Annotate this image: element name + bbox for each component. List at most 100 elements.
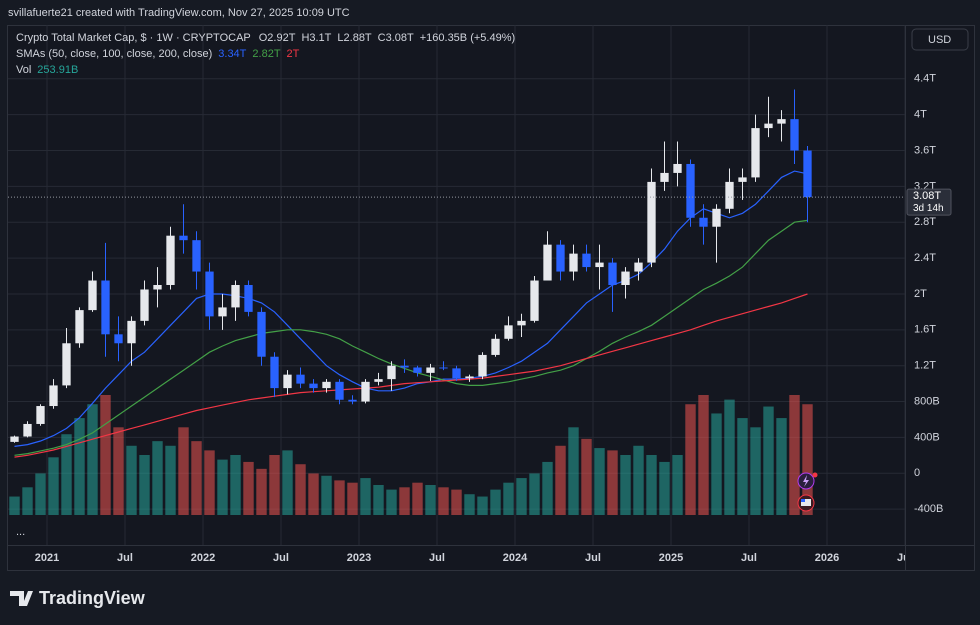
volume-bar bbox=[776, 418, 787, 515]
event-dot bbox=[812, 472, 818, 478]
y-tick-label: -400B bbox=[914, 503, 943, 515]
candle bbox=[608, 258, 617, 312]
candle-body bbox=[686, 163, 695, 218]
candle-body bbox=[595, 262, 604, 268]
candle bbox=[192, 231, 201, 290]
candle bbox=[218, 293, 227, 330]
candle-body bbox=[283, 374, 292, 389]
candle-body bbox=[335, 381, 344, 400]
candle-body bbox=[790, 119, 799, 151]
event-icon-glyph bbox=[801, 499, 811, 506]
volume-bar bbox=[269, 455, 280, 515]
volume-bar bbox=[477, 496, 488, 515]
candle-body bbox=[244, 285, 253, 312]
chart-title: Crypto Total Market Cap, $ · 1W · CRYPTO… bbox=[16, 32, 251, 44]
candle-body bbox=[465, 376, 474, 379]
volume-bar bbox=[87, 404, 98, 515]
volume-bar bbox=[126, 445, 137, 515]
candle bbox=[530, 276, 539, 323]
candle bbox=[36, 404, 45, 426]
currency-box[interactable] bbox=[911, 28, 969, 51]
volume-bar bbox=[607, 450, 618, 515]
event-icons[interactable] bbox=[797, 472, 818, 512]
volume-bar bbox=[698, 395, 709, 515]
volume-bar bbox=[243, 461, 254, 515]
candle-layer bbox=[10, 89, 812, 443]
credit: svillafuerte21 created with TradingView.… bbox=[8, 7, 350, 19]
volume-bar bbox=[191, 441, 202, 515]
candle bbox=[517, 313, 526, 337]
volume-bar bbox=[35, 473, 46, 515]
candle-body bbox=[49, 385, 58, 407]
candle-body bbox=[361, 381, 370, 402]
candle-body bbox=[179, 235, 188, 241]
volume-bar bbox=[113, 427, 124, 515]
candle bbox=[595, 244, 604, 290]
candle-body bbox=[348, 399, 357, 402]
candle bbox=[725, 168, 734, 214]
candle-body bbox=[205, 271, 214, 317]
candle-body bbox=[88, 280, 97, 311]
volume-bar bbox=[9, 496, 20, 515]
candle-body bbox=[699, 217, 708, 227]
volume-bar bbox=[178, 427, 189, 515]
candle-body bbox=[322, 381, 331, 389]
candle-body bbox=[75, 310, 84, 344]
volume-bar bbox=[152, 441, 163, 515]
brand[interactable]: TradingView bbox=[39, 588, 146, 608]
volume-bar bbox=[165, 445, 176, 515]
candle bbox=[257, 307, 266, 366]
candle bbox=[179, 204, 188, 254]
countdown: 3d 14h bbox=[913, 203, 944, 214]
volume-bar bbox=[451, 489, 462, 515]
candle bbox=[790, 89, 799, 164]
currency[interactable]: USD bbox=[928, 34, 951, 46]
volume-bar bbox=[724, 399, 735, 515]
sma-label: 3.34T bbox=[218, 48, 246, 60]
volume-bar bbox=[347, 482, 358, 515]
x-tick-label: 2025 bbox=[659, 552, 683, 564]
candle bbox=[738, 168, 747, 200]
volume-bar bbox=[594, 448, 605, 515]
volume-bar bbox=[646, 455, 657, 515]
volume-bar bbox=[230, 455, 241, 515]
volume-bar bbox=[581, 438, 592, 515]
brand-logo[interactable]: TradingView bbox=[10, 588, 146, 608]
volume-bar bbox=[464, 494, 475, 515]
last-price-box bbox=[906, 188, 952, 216]
volume-bar bbox=[321, 475, 332, 515]
volume-bar bbox=[503, 482, 514, 515]
sma-label: 2T bbox=[287, 48, 300, 60]
candle bbox=[270, 352, 279, 398]
candle-body bbox=[426, 367, 435, 373]
volume-bar bbox=[100, 395, 111, 515]
volume-bar bbox=[763, 406, 774, 515]
candle-body bbox=[192, 240, 201, 272]
last-price-label: 3.08T bbox=[913, 190, 941, 202]
candle-body bbox=[374, 379, 383, 382]
candle-body bbox=[62, 343, 71, 386]
sma-title: SMAs (50, close, 100, close, 200, close) bbox=[16, 48, 212, 60]
candle-body bbox=[582, 253, 591, 268]
x-tick-label: Jul bbox=[741, 552, 757, 564]
ohlc-low: L2.88T bbox=[337, 32, 372, 44]
logo-mark bbox=[10, 591, 33, 606]
candle bbox=[699, 204, 708, 245]
candle-body bbox=[660, 172, 669, 182]
y-tick-label: 2.8T bbox=[914, 216, 936, 228]
more-button[interactable]: ... bbox=[16, 526, 25, 538]
candle bbox=[673, 141, 682, 187]
candle bbox=[114, 316, 123, 362]
volume-bar bbox=[568, 427, 579, 515]
volume-bar bbox=[22, 487, 33, 515]
candle bbox=[335, 379, 344, 405]
candle-body bbox=[218, 307, 227, 317]
candle bbox=[569, 244, 578, 281]
volume-bar bbox=[74, 418, 85, 515]
candle bbox=[478, 352, 487, 380]
ohlc-open: O2.92T bbox=[259, 32, 296, 44]
x-tick-label: Jul bbox=[585, 552, 601, 564]
candle bbox=[465, 374, 474, 382]
candle-body bbox=[270, 356, 279, 389]
y-tick-label: 2T bbox=[914, 288, 927, 300]
